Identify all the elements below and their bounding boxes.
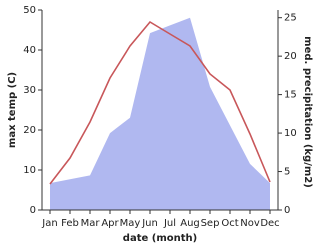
x-axis-label: date (month) [123, 233, 197, 244]
y2-tick-label: 25 [284, 13, 297, 24]
x-tick-label: Apr [101, 218, 119, 229]
x-tick-label: Nov [240, 218, 260, 229]
temp-line [49, 20, 271, 185]
x-tick-label: Mar [81, 218, 101, 229]
y-tick-label: 0 [30, 205, 36, 216]
y2-tick-label: 5 [284, 167, 290, 178]
x-tick-label: Oct [221, 218, 238, 229]
y2-tick-label: 0 [284, 205, 290, 216]
y-tick-label: 40 [23, 45, 36, 56]
precipitation-area [50, 17, 270, 211]
x-tick-label: Dec [260, 218, 279, 229]
y2-tick-label: 20 [284, 51, 297, 62]
y-axis-label: max temp (C) [7, 72, 18, 148]
y-tick-label: 10 [23, 165, 36, 176]
y-tick-label: 20 [23, 125, 36, 136]
x-tick-label: May [120, 218, 141, 229]
x-tick-label: Jun [141, 218, 158, 229]
x-tick-label: Feb [61, 218, 79, 229]
x-tick-label: Jul [163, 218, 176, 229]
y2-tick-label: 10 [284, 128, 297, 139]
x-tick-label: Jan [41, 218, 57, 229]
y-tick-label: 30 [23, 85, 36, 96]
y2-tick-label: 15 [284, 90, 297, 101]
y2-axis-label: med. precipitation (kg/m2) [302, 36, 313, 188]
y-tick-label: 50 [23, 5, 36, 16]
x-tick-label: Aug [180, 218, 200, 229]
x-tick-label: Sep [201, 218, 220, 229]
